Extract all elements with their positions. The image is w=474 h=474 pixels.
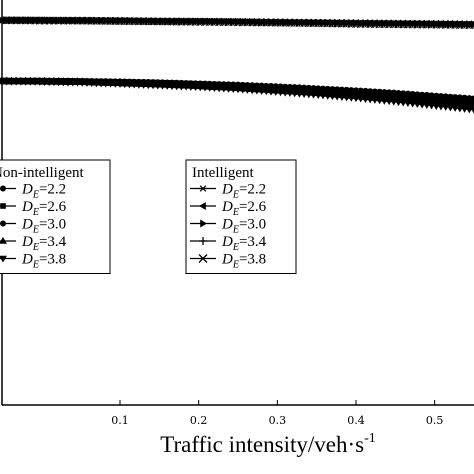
legend-marker-icon (199, 237, 207, 245)
legend-entry-label: DE=3.4 (21, 234, 67, 253)
series-intelligent-4 (0, 16, 474, 30)
legend-title: Non-intelligent (0, 165, 84, 181)
legend-entry-label: DE=2.6 (221, 199, 267, 218)
legend-entry-label: DE=2.2 (21, 182, 66, 201)
x-axis-title: Traffic intensity/veh·s-1 (160, 431, 375, 457)
legend-marker-icon (199, 185, 207, 192)
x-axis-title-text: Traffic intensity/veh·s (160, 432, 364, 457)
legend-entry-label: DE=3.0 (221, 217, 266, 236)
series-non-intelligent-9 (0, 77, 474, 114)
legend-marker-icon (0, 237, 7, 244)
legend-marker-icon (0, 220, 6, 227)
data-point (469, 106, 474, 114)
legend-entry-label: DE=3.8 (221, 252, 266, 271)
legend-entry-label: DE=2.6 (21, 199, 67, 218)
legend-entry-label: DE=2.2 (221, 182, 266, 201)
x-tick-label: 0.4 (347, 414, 365, 427)
legend-marker-icon (0, 203, 6, 209)
x-axis-ticks: 0.1 0.2 0.3 0.4 0.5 (111, 400, 443, 427)
x-axis-title-superscript: -1 (364, 431, 376, 446)
data-point (469, 21, 474, 30)
legend-entry-label: DE=3.4 (221, 234, 267, 253)
legend-intelligent: IntelligentDE=2.2DE=2.6DE=3.0DE=3.4DE=3.… (185, 159, 297, 274)
legend-marker-icon (198, 254, 208, 263)
x-tick-label: 0.2 (190, 414, 208, 427)
x-tick-label: 0.1 (111, 414, 129, 427)
x-tick-label: 0.5 (426, 414, 444, 427)
legend-marker-icon (0, 185, 6, 192)
legend-non-intelligent: Non-intelligentDE=2.2DE=2.6DE=3.0DE=3.4D… (0, 159, 111, 274)
legend-box (0, 159, 111, 274)
legend-box (185, 159, 297, 274)
legend-title: Intelligent (192, 165, 254, 181)
legend-marker-icon (0, 255, 7, 263)
legend-marker-icon (199, 202, 206, 210)
series-layer (0, 16, 474, 114)
x-tick-label: 0.3 (269, 414, 287, 427)
legend-entry-label: DE=3.0 (21, 217, 66, 236)
legend-entry-label: DE=3.8 (21, 252, 66, 271)
legend-marker-icon (200, 219, 207, 228)
